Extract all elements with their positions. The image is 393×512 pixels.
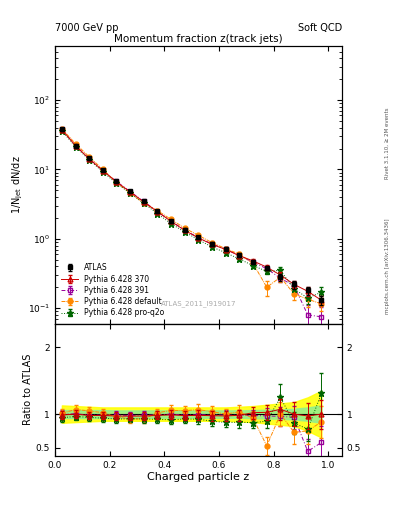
Text: Rivet 3.1.10, ≥ 2M events: Rivet 3.1.10, ≥ 2M events	[385, 108, 390, 179]
Text: 7000 GeV pp: 7000 GeV pp	[55, 23, 119, 33]
Legend: ATLAS, Pythia 6.428 370, Pythia 6.428 391, Pythia 6.428 default, Pythia 6.428 pr: ATLAS, Pythia 6.428 370, Pythia 6.428 39…	[59, 261, 167, 319]
Y-axis label: Ratio to ATLAS: Ratio to ATLAS	[23, 354, 33, 425]
X-axis label: Charged particle z: Charged particle z	[147, 472, 250, 482]
Text: Soft QCD: Soft QCD	[298, 23, 342, 33]
Text: mcplots.cern.ch [arXiv:1306.3436]: mcplots.cern.ch [arXiv:1306.3436]	[385, 219, 390, 314]
Title: Momentum fraction z(track jets): Momentum fraction z(track jets)	[114, 34, 283, 44]
Text: ATLAS_2011_I919017: ATLAS_2011_I919017	[161, 300, 236, 307]
Y-axis label: 1/N$_\mathrm{jet}$ dN/dz: 1/N$_\mathrm{jet}$ dN/dz	[11, 156, 25, 214]
